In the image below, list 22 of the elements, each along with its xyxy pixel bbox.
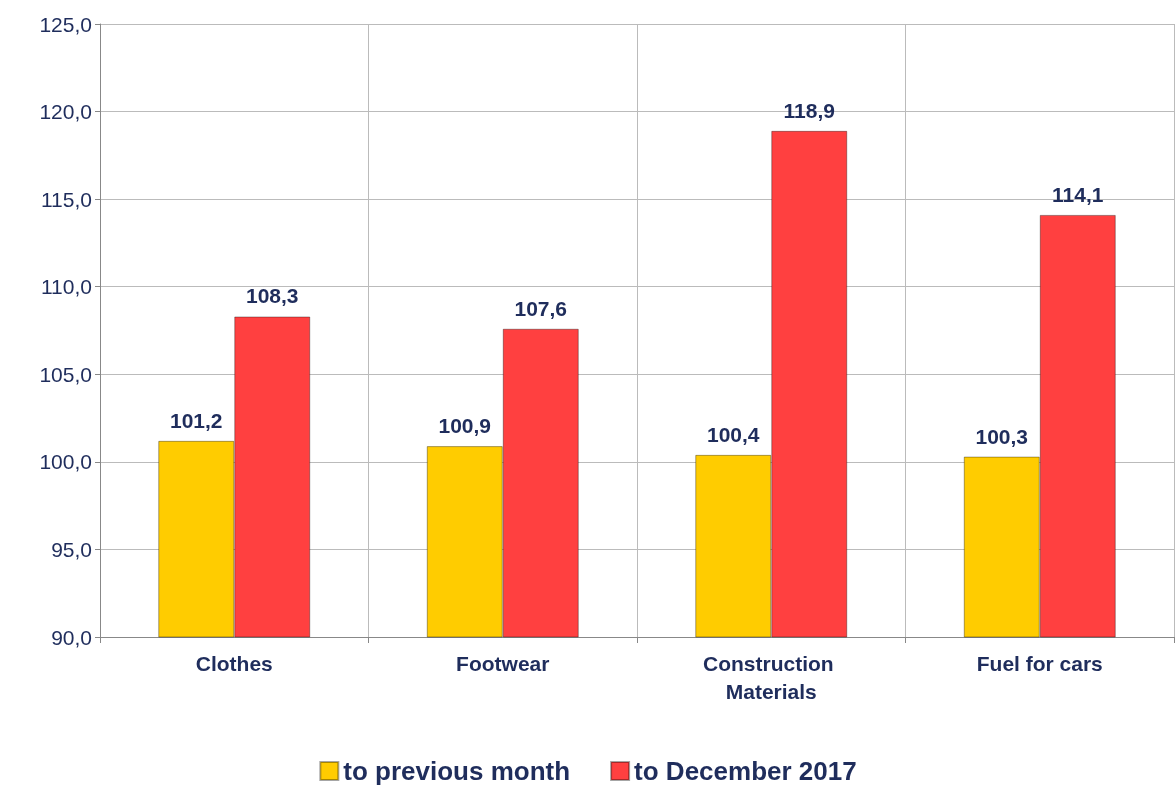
y-tick-label: 115,0: [41, 187, 92, 211]
x-tick-label: Footwear: [456, 651, 550, 675]
y-tick-label: 120,0: [39, 100, 92, 124]
y-tick-label: 100,0: [39, 450, 92, 474]
x-tick-label: Construction Materials: [703, 651, 840, 703]
legend-label: to December 2017: [634, 756, 857, 786]
legend-label: to previous month: [343, 756, 571, 786]
y-tick-label: 105,0: [39, 362, 92, 386]
x-tick-label: Clothes: [195, 651, 273, 675]
data-label: 114,1: [1052, 182, 1104, 206]
data-label: 118,9: [783, 98, 835, 122]
data-label: 100,3: [975, 424, 1029, 448]
y-tick-label: 95,0: [51, 537, 92, 561]
data-label: 101,2: [169, 408, 223, 432]
data-label: 107,6: [514, 296, 568, 320]
y-tick-label: 110,0: [41, 275, 92, 299]
y-tick-label: 90,0: [51, 625, 92, 649]
x-tick-label: Fuel for cars: [976, 651, 1103, 675]
data-label: 108,3: [245, 284, 299, 308]
data-label: 100,9: [438, 414, 492, 438]
data-label: 100,4: [706, 422, 760, 446]
y-tick-label: 125,0: [39, 12, 92, 36]
